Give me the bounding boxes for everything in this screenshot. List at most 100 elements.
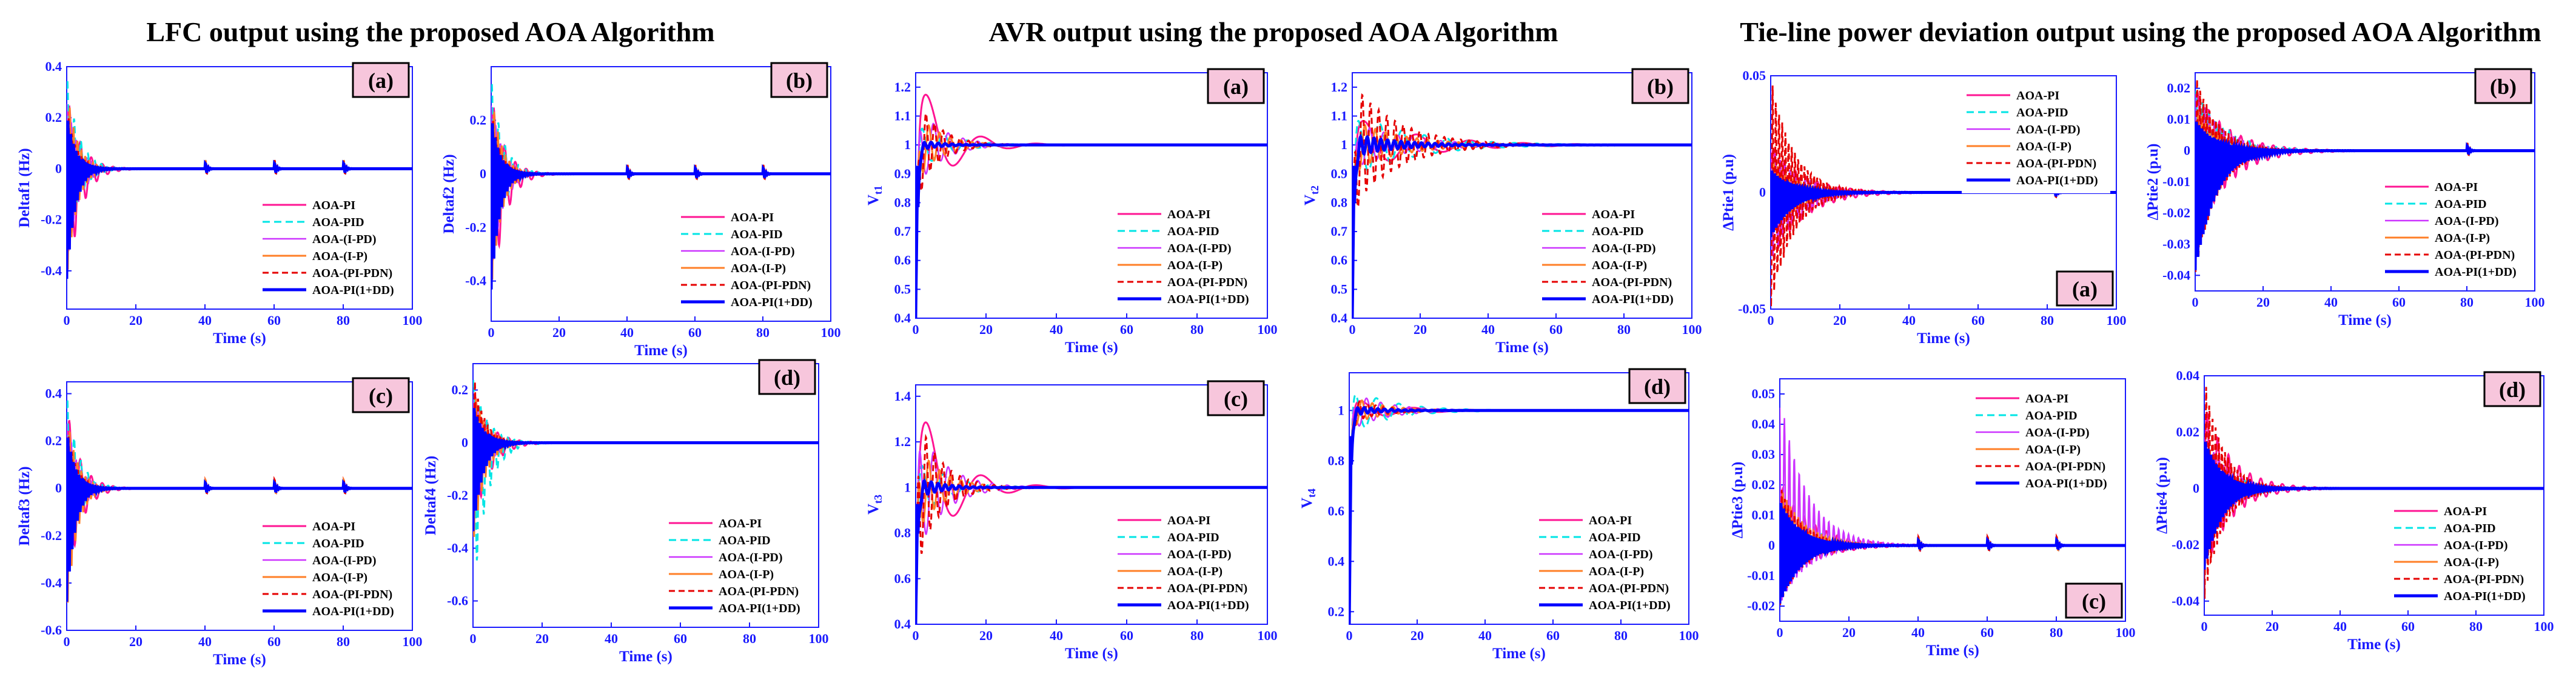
panel-tag-label: (c) xyxy=(2082,589,2106,613)
chart-panel-lfc-d: 0 20 40 60 80 100 -0.6 -0.4 -0.2 0 0.2 Time (s) Delt… xyxy=(423,359,829,665)
series-line-aoa-pi-1-dd- xyxy=(1780,503,2125,604)
y-tick-label: 0 xyxy=(1759,185,1766,200)
y-tick-label: 0.02 xyxy=(1752,477,1776,492)
legend-entry: AOA-PI(1+DD) xyxy=(1167,599,1249,612)
panel-tag-label: (b) xyxy=(2490,75,2517,99)
panel-tag-box xyxy=(2056,270,2114,307)
y-tick-label: 0 xyxy=(480,166,486,181)
legend-entry: AOA-PID xyxy=(312,537,364,550)
x-tick-label: 40 xyxy=(1050,628,1063,643)
x-tick-label: 40 xyxy=(1481,322,1495,337)
x-tick-label: 100 xyxy=(2525,295,2545,310)
panel-tag-box xyxy=(2474,68,2532,104)
legend-entry: AOA-PI xyxy=(2444,505,2487,518)
y-tick-label: 0.9 xyxy=(1331,166,1348,181)
legend-entry: AOA-(PI-PDN) xyxy=(2025,460,2105,473)
chart-panel-tie-d: 0 20 40 60 80 100 -0.04 -0.02 0 0.02 0.04 Time (s) Δ… xyxy=(2154,368,2554,653)
chart-panel-avr-a: 0 20 40 60 80 100 0.4 0.5 0.6 0.7 0.8 0.9 1 1.1 1.2 Tim… xyxy=(865,68,1278,356)
y-tick-label: 0.4 xyxy=(894,310,911,325)
series-line-aoa-pi-1-dd- xyxy=(67,437,412,602)
lfc-section-title: LFC output using the proposed AOA Algori… xyxy=(146,16,715,47)
chart-panel-lfc-c: 0 20 40 60 80 100 -0.6 -0.4 -0.2 0 0.2 0.4 Time (s) D… xyxy=(16,377,423,668)
y-tick-label: -0.03 xyxy=(2162,236,2190,252)
x-axis-label: Time (s) xyxy=(213,652,266,668)
y-tick-label: 0.04 xyxy=(1752,416,1776,432)
y-tick-label: 1.2 xyxy=(1331,79,1348,95)
legend-entry: AOA-PI(1+DD) xyxy=(731,296,813,309)
y-tick-label: 0.8 xyxy=(894,525,911,541)
legend: AOA-PI AOA-PID AOA-(I-PD) AOA-(I-P) AOA-(PI-… xyxy=(664,512,813,621)
y-axis-label: Deltaf3 (Hz) xyxy=(16,466,33,545)
y-axis-label: ΔPtie2 (p.u) xyxy=(2145,144,2161,221)
x-tick-label: 60 xyxy=(1549,322,1563,337)
legend: AOA-PI AOA-PID AOA-(I-PD) AOA-(I-P) AOA-(PI-… xyxy=(1113,509,1261,618)
legend-entry: AOA-PI(1+DD) xyxy=(1592,293,1674,306)
legend-entry: AOA-(I-PD) xyxy=(2025,426,2090,439)
x-tick-label: 0 xyxy=(64,313,70,328)
legend-entry: AOA-(I-P) xyxy=(1167,565,1223,578)
chart-panel-tie-c: 0 20 40 60 80 100 -0.02 -0.01 0 0.01 0.02 0.03 0.04 0… xyxy=(1729,378,2136,659)
x-tick-label: 0 xyxy=(2201,619,2208,634)
y-tick-label: 0.4 xyxy=(894,616,911,632)
legend-entry: AOA-PID xyxy=(2435,198,2487,211)
legend-box xyxy=(258,194,406,303)
legend-box xyxy=(2380,176,2529,285)
x-tick-label: 100 xyxy=(403,313,423,328)
x-tick-label: 100 xyxy=(821,325,841,340)
legend-entry: AOA-(I-PD) xyxy=(312,554,377,567)
x-tick-label: 60 xyxy=(267,634,281,649)
legend-entry: AOA-(I-PD) xyxy=(312,233,377,246)
legend-entry: AOA-(PI-PDN) xyxy=(312,588,392,601)
y-tick-label: 0 xyxy=(55,161,62,176)
series-group xyxy=(1349,393,1689,624)
legend: AOA-PI AOA-PID AOA-(I-PD) AOA-(I-P) AOA-(PI-… xyxy=(258,194,406,303)
panel-tag: (b) xyxy=(1631,68,1689,104)
series-line-aoa-pi-1-dd- xyxy=(67,120,412,279)
series-group xyxy=(916,93,1267,318)
x-tick-label: 40 xyxy=(2324,295,2338,310)
panel-tag: (d) xyxy=(2483,371,2541,407)
legend-entry: AOA-(PI-PDN) xyxy=(1592,276,1672,289)
x-tick-label: 60 xyxy=(1120,628,1133,643)
legend-entry: AOA-(PI-PDN) xyxy=(2444,573,2524,586)
panel-tag: (c) xyxy=(352,377,410,413)
panel-tag-label: (c) xyxy=(369,384,393,408)
x-tick-label: 40 xyxy=(620,325,634,340)
panel-tag-label: (d) xyxy=(2499,378,2526,402)
legend-entry: AOA-(I-P) xyxy=(1167,259,1223,272)
legend-entry: AOA-PI xyxy=(2025,392,2068,405)
x-axis-label: Time (s) xyxy=(1065,339,1118,356)
legend-entry: AOA-PID xyxy=(1167,225,1219,238)
x-tick-label: 20 xyxy=(1842,625,1856,640)
x-tick-label: 0 xyxy=(488,325,495,340)
y-tick-label: 0.4 xyxy=(45,59,62,74)
x-tick-label: 60 xyxy=(1546,628,1560,643)
panel-tag: (a) xyxy=(1207,68,1265,104)
legend-entry: AOA-PI(1+DD) xyxy=(1167,293,1249,306)
legend-entry: AOA-PID xyxy=(1589,531,1641,544)
panel-tag: (d) xyxy=(758,359,816,395)
legend-entry: AOA-PI(1+DD) xyxy=(2435,265,2517,279)
x-tick-label: 80 xyxy=(1617,322,1631,337)
y-tick-label: 0.6 xyxy=(894,571,911,586)
series-line-aoa-pi-1-dd- xyxy=(1352,133,1692,318)
y-tick-label: -0.01 xyxy=(2162,174,2190,189)
y-tick-label: 0.6 xyxy=(1328,503,1345,518)
y-tick-label: 1.1 xyxy=(1331,108,1348,123)
y-tick-label: 0.01 xyxy=(2167,112,2191,127)
x-tick-label: 40 xyxy=(1050,322,1063,337)
y-tick-label: 0.6 xyxy=(1331,253,1348,268)
legend-box xyxy=(1113,203,1261,312)
y-tick-label: 1.1 xyxy=(894,108,911,123)
legend-box xyxy=(1113,509,1261,618)
y-tick-label: 0.4 xyxy=(45,386,62,401)
y-axis-label: Vt4 xyxy=(1299,489,1318,509)
x-tick-label: 80 xyxy=(1190,322,1204,337)
x-tick-label: 60 xyxy=(2392,295,2406,310)
y-tick-label: 0 xyxy=(2193,481,2199,496)
chart-panel-avr-c: 0 20 40 60 80 100 0.4 0.6 0.8 1 1.2 1.4 Time (s) Vt3 A… xyxy=(865,380,1278,662)
panel-tag: (a) xyxy=(2056,270,2114,307)
x-tick-label: 0 xyxy=(1768,313,1774,328)
y-tick-label: 1.2 xyxy=(894,79,911,95)
series-line-aoa-pi-1-dd- xyxy=(491,123,831,290)
